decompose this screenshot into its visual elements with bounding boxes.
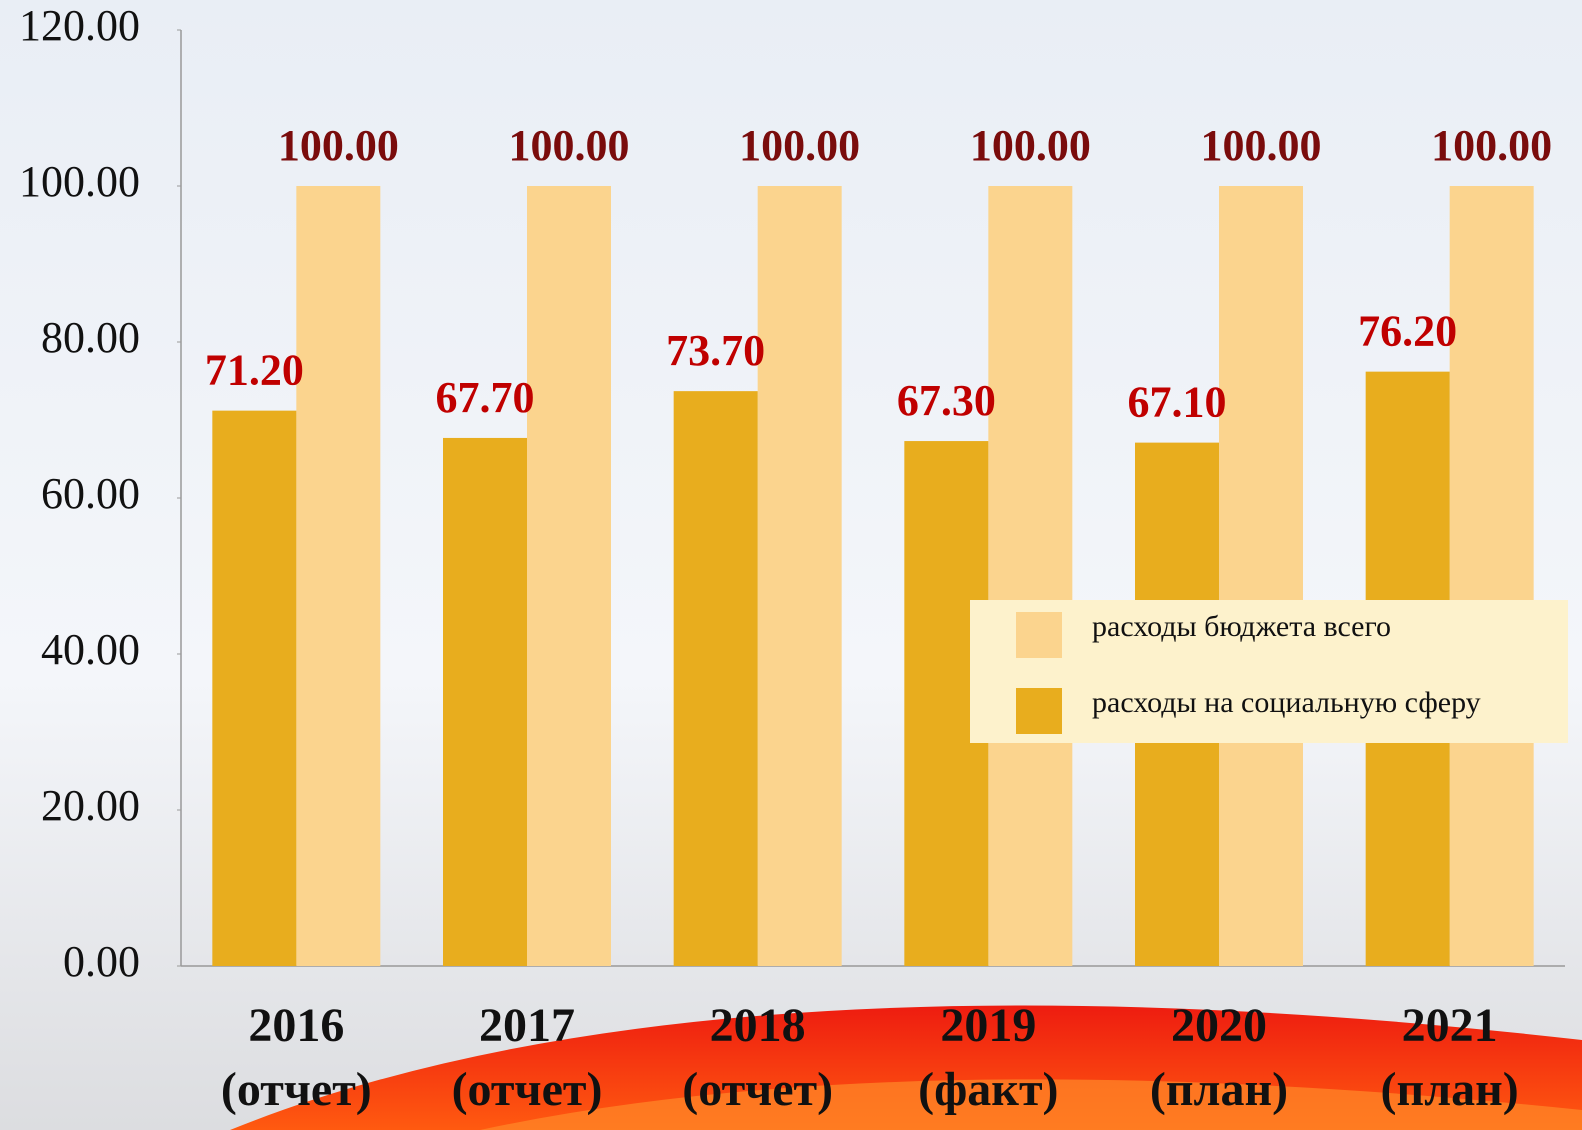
value-label: 76.20 <box>1358 307 1457 356</box>
x-tick-label: 2020 <box>1171 999 1267 1052</box>
bar <box>296 186 381 966</box>
x-tick-label: (факт) <box>918 1063 1058 1116</box>
y-tick-label: 60.00 <box>41 469 140 518</box>
value-label: 100.00 <box>1201 121 1322 170</box>
y-tick-label: 0.00 <box>63 937 140 986</box>
decor-arc-inner <box>480 1079 1582 1130</box>
bar <box>527 186 611 966</box>
value-label: 100.00 <box>278 121 399 170</box>
x-tick-label: 2021 <box>1402 999 1498 1052</box>
value-label: 71.20 <box>205 346 304 395</box>
x-tick-label: 2018 <box>710 999 806 1052</box>
y-tick-label: 80.00 <box>41 313 140 362</box>
x-tick-label: (отчет) <box>452 1063 603 1116</box>
value-label: 67.70 <box>436 373 535 422</box>
x-tick-label: (отчет) <box>221 1063 372 1116</box>
value-label: 100.00 <box>1431 121 1552 170</box>
x-tick-label: 2017 <box>479 999 575 1052</box>
value-label: 67.10 <box>1128 378 1227 427</box>
legend-label: расходы на социальную сферу <box>1092 686 1481 719</box>
legend-label: расходы бюджета всего <box>1092 610 1391 643</box>
bar <box>443 437 527 966</box>
legend-box <box>970 600 1568 743</box>
x-tick-label: (план) <box>1150 1063 1288 1116</box>
x-tick-label: 2019 <box>940 999 1036 1052</box>
y-tick-label: 20.00 <box>41 781 140 830</box>
x-tick-label: (отчет) <box>682 1063 833 1116</box>
value-label: 73.70 <box>666 326 765 375</box>
legend-swatch <box>1016 688 1062 734</box>
value-label: 100.00 <box>970 121 1091 170</box>
bar <box>1219 186 1303 966</box>
y-tick-label: 40.00 <box>41 625 140 674</box>
bar <box>757 186 842 966</box>
bar <box>988 186 1073 966</box>
bar <box>1449 186 1534 966</box>
bar <box>673 391 758 966</box>
bar <box>212 410 297 966</box>
value-label: 100.00 <box>739 121 860 170</box>
value-label: 100.00 <box>509 121 630 170</box>
x-tick-label: 2016 <box>248 999 344 1052</box>
legend-swatch <box>1016 612 1062 658</box>
y-tick-label: 100.00 <box>19 157 140 206</box>
x-tick-label: (план) <box>1381 1063 1519 1116</box>
legend: расходы бюджета всего расходы на социальн… <box>970 600 1568 743</box>
y-tick-label: 120.00 <box>19 1 140 50</box>
value-label: 67.30 <box>897 376 996 425</box>
